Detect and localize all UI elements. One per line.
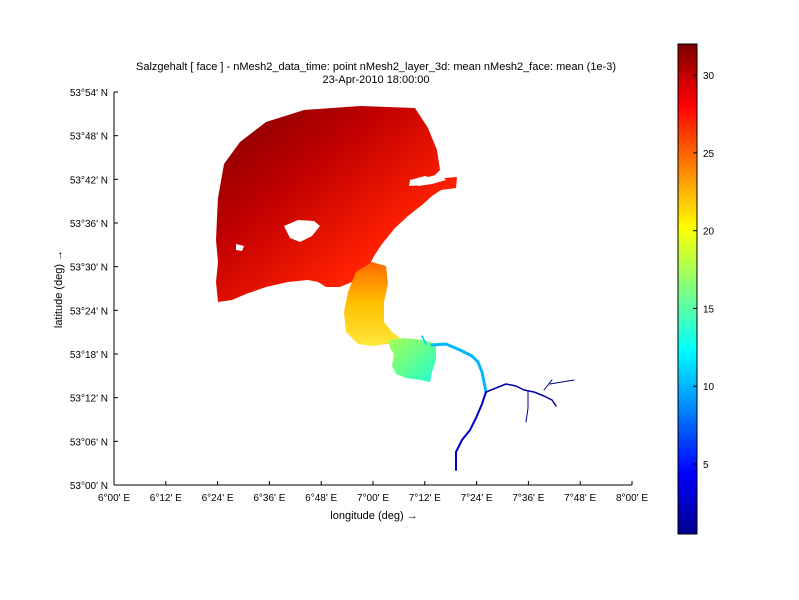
x-tick-label: 6°00' E [98, 493, 130, 504]
x-tick-label: 6°12' E [150, 493, 182, 504]
estuary-region [344, 262, 400, 346]
y-tick-label: 53°36' N [70, 219, 108, 230]
x-axis-label: longitude (deg) → [330, 510, 417, 522]
x-tick-label: 7°24' E [461, 493, 493, 504]
y-tick-label: 53°48' N [70, 132, 108, 143]
y-tick-label: 53°12' N [70, 394, 108, 405]
colorbar-ticks: 5 10 15 20 25 30 [693, 71, 715, 471]
x-tick-label: 7°48' E [564, 493, 596, 504]
colorbar-gradient [677, 43, 698, 535]
chart-subtitle: 23-Apr-2010 18:00:00 [322, 74, 429, 86]
x-tick-label: 6°24' E [202, 493, 234, 504]
x-tick-label: 7°00' E [357, 493, 389, 504]
y-tick-label: 53°42' N [70, 175, 108, 186]
map-plot-area [216, 106, 575, 471]
colorbar-tick-label: 30 [703, 71, 715, 82]
y-tick-label: 53°06' N [70, 437, 108, 448]
colorbar: 5 10 15 20 25 30 [677, 43, 715, 535]
y-tick-label: 53°24' N [70, 306, 108, 317]
x-tick-label: 7°12' E [409, 493, 441, 504]
colorbar-tick-label: 20 [703, 227, 715, 238]
colorbar-tick-label: 25 [703, 149, 715, 160]
y-ticks: 53°00' N 53°06' N 53°12' N 53°18' N 53°24' N… [70, 88, 118, 492]
sandbank-west [236, 244, 244, 251]
x-tick-label: 6°36' E [253, 493, 285, 504]
colorbar-tick-label: 15 [703, 304, 715, 315]
basin-region [388, 338, 436, 382]
x-tick-label: 8°00' E [616, 493, 648, 504]
x-tick-label: 7°36' E [512, 493, 544, 504]
colorbar-tick-label: 5 [703, 460, 709, 471]
river-network [421, 335, 575, 471]
y-tick-label: 53°18' N [70, 350, 108, 361]
island-juist [410, 174, 446, 186]
chart-title: Salzgehalt [ face ] - nMesh2_data_time: … [136, 61, 616, 73]
x-tick-label: 6°48' E [305, 493, 337, 504]
y-tick-label: 53°30' N [70, 263, 108, 274]
y-tick-label: 53°00' N [70, 481, 108, 492]
y-tick-label: 53°54' N [70, 88, 108, 99]
sea-region [216, 106, 457, 302]
island-borkum [284, 220, 320, 242]
x-ticks: 6°00' E 6°12' E 6°24' E 6°36' E 6°48' E 7°00'… [98, 481, 648, 504]
colorbar-tick-label: 10 [703, 382, 715, 393]
y-axis-label: latitude (deg) → [53, 250, 65, 328]
